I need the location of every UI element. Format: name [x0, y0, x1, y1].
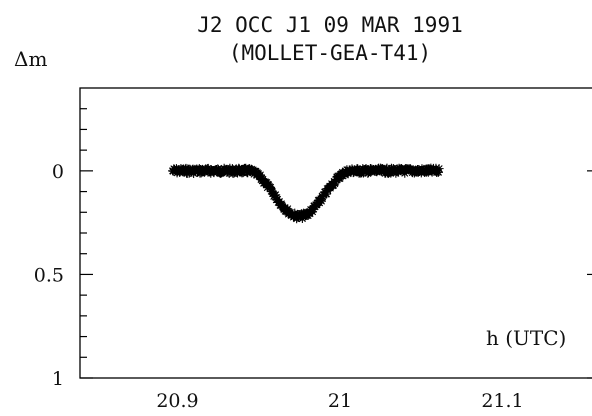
data-point	[308, 207, 318, 217]
data-point	[319, 190, 329, 200]
y-axis-label: Δm	[14, 47, 47, 71]
data-series	[168, 163, 444, 224]
x-axis-label: h (UTC)	[486, 326, 566, 350]
data-point	[334, 172, 344, 182]
data-point	[213, 165, 223, 175]
chart-title: J2 OCC J1 09 MAR 1991	[197, 13, 463, 37]
data-point	[330, 179, 340, 189]
data-point	[255, 170, 265, 180]
data-point	[322, 189, 332, 199]
x-tick-label: 20.9	[156, 390, 198, 412]
data-point	[400, 168, 410, 178]
data-point	[271, 190, 281, 200]
data-point	[434, 164, 444, 174]
data-point	[203, 163, 213, 173]
x-tick-label: 21	[328, 390, 352, 412]
data-point	[266, 182, 276, 192]
data-point	[283, 204, 293, 214]
data-point	[316, 196, 326, 206]
y-tick-label: 1	[52, 368, 64, 390]
data-point	[330, 177, 340, 187]
axis-ticks	[80, 108, 592, 379]
data-point	[290, 208, 300, 218]
y-tick-label: 0.5	[34, 264, 64, 286]
y-tick-label: 0	[52, 161, 64, 183]
chart-subtitle: (MOLLET-GEA-T41)	[229, 41, 431, 65]
data-point	[433, 167, 443, 177]
tick-labels: 20.9 21 21.1 0 0.5 1	[34, 161, 524, 412]
data-point	[320, 187, 330, 197]
x-tick-label: 21.1	[481, 390, 523, 412]
data-point	[331, 174, 341, 184]
